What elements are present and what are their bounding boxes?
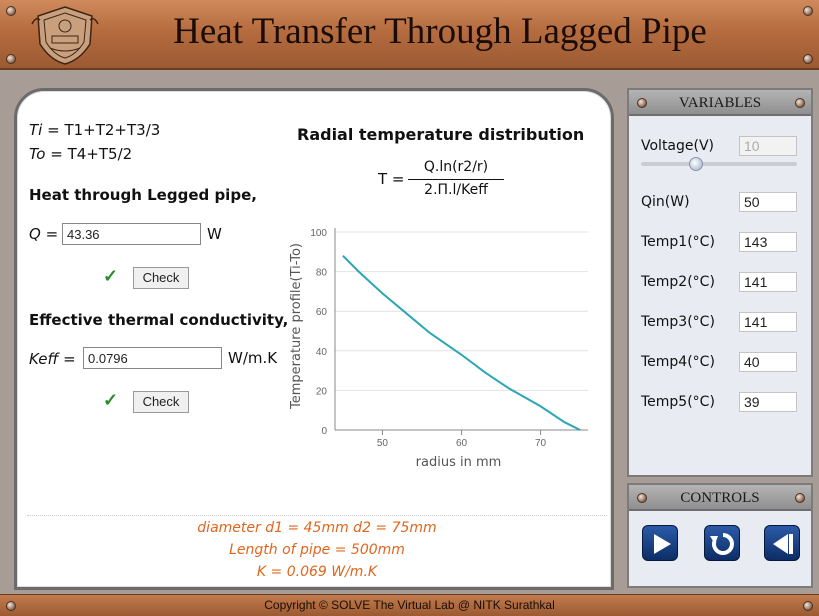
variable-label: Voltage(V) [641,138,715,154]
y-tick-label: 20 [316,386,328,397]
variable-input[interactable]: 143 [739,232,797,252]
y-axis-title: Temperature profile(Ti-To) [289,243,304,410]
page-title: Heat Transfer Through Lagged Pipe [173,11,707,52]
keff-input[interactable]: 0.0796 [83,347,222,369]
variable-input[interactable]: 39 [739,392,797,412]
voltage-slider-track[interactable] [641,162,797,166]
screw-icon [637,493,647,503]
variable-input[interactable]: 141 [739,272,797,292]
heat-heading: Heat through Legged pipe, [29,186,257,204]
variable-input[interactable]: 40 [739,352,797,372]
radial-heading: Radial temperature distribution [297,125,585,144]
x-tick-label: 60 [456,438,468,449]
screw-icon [803,6,813,16]
keff-unit: W/m.K [228,349,278,367]
check-ok-icon: ✓ [103,390,119,410]
y-tick-label: 60 [316,307,328,318]
step-back-button[interactable] [764,525,800,561]
formula-numerator: Q.ln(r2/r) [423,159,489,175]
x-tick-label: 50 [377,438,389,449]
screw-icon [6,54,16,64]
controls-panel: CONTROLS [627,483,813,588]
temperature-series-line [342,255,581,431]
y-tick-label: 0 [321,426,327,437]
section-divider [27,515,607,516]
ti-formula: Ti = T1+T2+T3/3 [29,121,161,139]
variable-input[interactable]: 10 [739,136,797,156]
variable-label: Temp1(°C) [641,234,715,250]
voltage-slider-thumb[interactable] [688,157,703,171]
variable-input[interactable]: 50 [739,192,797,212]
t-label: T = [378,170,405,188]
screw-icon [795,493,805,503]
screw-icon [803,601,813,611]
copyright-text: Copyright © SOLVE The Virtual Lab @ NITK… [264,598,555,612]
controls-title: CONTROLS [629,485,811,511]
check-keff-button[interactable]: Check [133,391,189,413]
to-formula: To = T4+T5/2 [29,145,133,163]
reset-icon [710,533,734,555]
screw-icon [637,98,647,108]
x-tick-label: 70 [535,438,547,449]
y-tick-label: 80 [316,268,328,279]
check-q-button[interactable]: Check [133,267,189,289]
formula-denominator: 2.Π.l/Keff [424,182,488,198]
fraction-bar [408,179,504,180]
screw-icon [6,6,16,16]
app-header: Heat Transfer Through Lagged Pipe [0,0,819,70]
check-ok-icon: ✓ [103,266,119,286]
app-footer: Copyright © SOLVE The Virtual Lab @ NITK… [0,594,819,616]
experiment-panel: Ti = T1+T2+T3/3 To = T4+T5/2 Heat throug… [14,88,614,590]
y-tick-label: 40 [316,347,328,358]
q-label: Q = [29,225,59,243]
variable-label: Temp3(°C) [641,314,715,330]
q-input[interactable]: 43.36 [62,223,201,245]
info-length: Length of pipe = 500mm [229,542,405,558]
temperature-profile-chart: 0 20 40 60 80 100 50 60 70 radius in mm Temperatur… [289,228,588,470]
variable-input[interactable]: 141 [739,312,797,332]
keff-label: Keff = [29,350,76,368]
variable-label: Temp4(°C) [641,354,715,370]
variable-label: Qin(W) [641,194,690,210]
institute-logo-icon [31,6,99,65]
play-icon [654,534,671,554]
variables-title: VARIABLES [629,90,811,116]
variable-label: Temp2(°C) [641,274,715,290]
screw-icon [803,54,813,64]
y-tick-label: 100 [310,228,327,239]
screw-icon [6,601,16,611]
x-axis-title: radius in mm [416,455,502,470]
info-diameter: diameter d1 = 45mm d2 = 75mm [197,520,437,536]
reset-button[interactable] [704,525,740,561]
keff-heading: Effective thermal conductivity, [29,311,289,329]
play-button[interactable] [642,525,678,561]
variable-label: Temp5(°C) [641,394,715,410]
screw-icon [795,98,805,108]
step-back-icon [773,534,793,554]
q-unit: W [207,225,222,243]
variables-panel: VARIABLES Voltage(V) 10 Qin(W) 50 Temp1(°C) 1… [627,88,813,477]
info-conductivity: K = 0.069 W/m.K [256,564,378,580]
